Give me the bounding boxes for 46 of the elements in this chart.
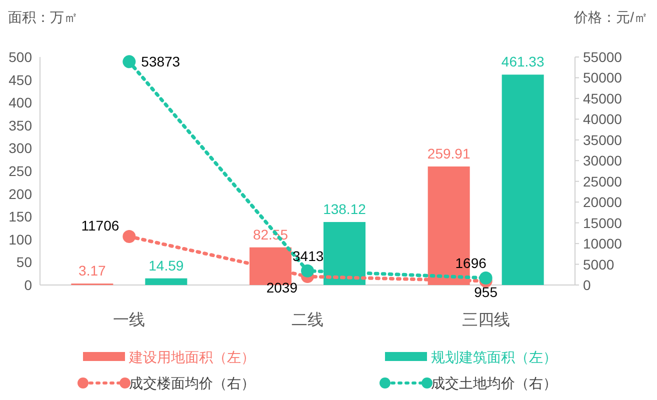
x-tick-label: 二线 — [292, 311, 324, 329]
y2-tick-label: 50000 — [583, 70, 622, 86]
y2-axis-title: 价格：元/㎡ — [573, 9, 648, 25]
y-tick-label: 350 — [8, 117, 32, 134]
y-tick-label: 250 — [8, 163, 32, 179]
y-tick-label: 0 — [24, 277, 32, 293]
y-tick-label: 400 — [8, 94, 32, 111]
y2-tick-label: 40000 — [583, 111, 622, 128]
y-axis-title: 面积：万㎡ — [8, 9, 78, 25]
y2-tick-label: 35000 — [583, 132, 622, 148]
bar — [502, 74, 544, 285]
y2-tick-label: 30000 — [583, 152, 622, 169]
data-label: 14.59 — [148, 257, 184, 274]
y2-tick-label: 0 — [583, 277, 591, 293]
point — [122, 230, 136, 243]
y2-tick-label: 5000 — [583, 256, 614, 272]
data-label: 955 — [474, 284, 498, 300]
data-label: 461.33 — [501, 54, 544, 70]
y2-tick-label: 55000 — [583, 49, 622, 65]
y-tick-label: 450 — [8, 72, 32, 88]
y-tick-label: 50 — [16, 254, 32, 270]
point — [479, 271, 492, 284]
y2-tick-label: 45000 — [583, 90, 622, 106]
y2-tick-label: 10000 — [583, 236, 622, 252]
legend-label: 规划建筑面积（左） — [431, 349, 557, 365]
data-label: 3.17 — [78, 262, 106, 279]
y-tick-label: 100 — [8, 231, 32, 248]
y2-tick-label: 25000 — [583, 173, 622, 190]
legend-label: 建设用地面积（左） — [128, 349, 255, 365]
data-label: 11706 — [81, 217, 120, 234]
data-label: 138.12 — [323, 201, 366, 218]
legend-label: 成交土地均价（右） — [431, 375, 557, 391]
y-tick-label: 300 — [8, 140, 32, 156]
data-label: 259.91 — [427, 145, 470, 162]
y2-tick-label: 20000 — [583, 194, 622, 210]
x-tick-label: 一线 — [113, 311, 146, 329]
y-tick-label: 200 — [8, 186, 32, 202]
data-label: 53873 — [141, 54, 180, 70]
point — [122, 55, 136, 68]
point — [301, 264, 314, 278]
legend-label: 成交楼面均价（右） — [129, 375, 255, 391]
y-tick-label: 500 — [8, 49, 32, 65]
y-tick-label: 150 — [8, 208, 32, 225]
x-tick-label: 三四线 — [462, 311, 510, 329]
bar — [145, 278, 188, 285]
y2-tick-label: 15000 — [583, 214, 622, 231]
